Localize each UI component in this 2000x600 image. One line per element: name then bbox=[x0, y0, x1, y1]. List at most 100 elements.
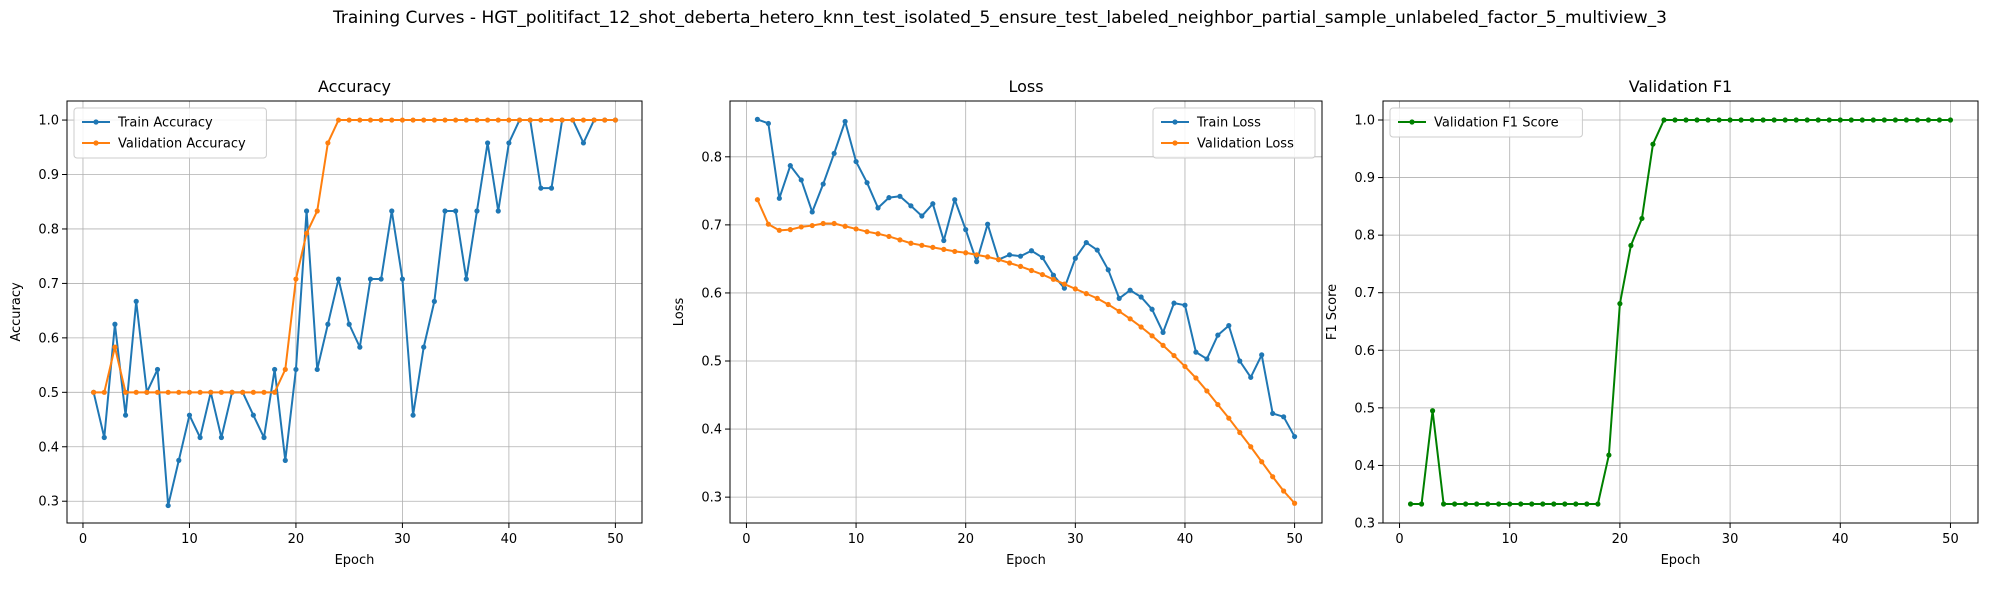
legend-box bbox=[1152, 107, 1316, 159]
data-point-validation-loss bbox=[1050, 276, 1057, 282]
axes-frame bbox=[729, 100, 1323, 524]
data-point-train-loss bbox=[1281, 414, 1287, 420]
data-point-train-accuracy bbox=[272, 366, 278, 373]
data-point-train-loss bbox=[952, 197, 958, 203]
data-point-train-accuracy bbox=[378, 276, 384, 282]
data-point-train-loss bbox=[765, 120, 771, 127]
data-point-validation-f1-score bbox=[1716, 117, 1722, 123]
data-point-validation-accuracy bbox=[154, 389, 161, 395]
data-point-train-accuracy bbox=[197, 434, 203, 441]
y-tick-label: 0.8 bbox=[1354, 229, 1375, 244]
data-point-validation-accuracy bbox=[293, 276, 299, 282]
data-point-train-loss bbox=[985, 221, 991, 227]
data-point-train-loss bbox=[820, 181, 826, 187]
data-point-validation-accuracy bbox=[303, 230, 310, 236]
y-axis-label: F1 Score bbox=[1325, 284, 1340, 340]
legend-marker-validation-accuracy bbox=[93, 140, 99, 146]
data-point-validation-loss bbox=[1017, 263, 1024, 269]
data-point-validation-accuracy bbox=[591, 117, 597, 123]
data-point-validation-f1-score bbox=[1793, 117, 1799, 123]
y-tick-label: 0.9 bbox=[1354, 171, 1375, 186]
data-point-validation-loss bbox=[1149, 333, 1155, 339]
data-point-train-accuracy bbox=[250, 412, 256, 418]
data-point-validation-f1-score bbox=[1705, 117, 1711, 123]
data-point-validation-loss bbox=[941, 246, 947, 252]
y-tick-label: 0.5 bbox=[701, 355, 722, 370]
data-point-validation-f1-score bbox=[1672, 117, 1678, 123]
y-tick-label: 0.3 bbox=[38, 495, 59, 510]
data-point-validation-accuracy bbox=[250, 389, 256, 395]
data-point-validation-loss bbox=[864, 229, 870, 235]
legend: Train Loss Validation Loss bbox=[1152, 107, 1316, 159]
data-point-train-loss bbox=[1270, 410, 1276, 417]
data-point-validation-accuracy bbox=[144, 389, 150, 395]
data-point-train-loss bbox=[974, 259, 980, 265]
data-point-validation-loss bbox=[809, 222, 815, 229]
y-tick-label: 0.4 bbox=[701, 423, 722, 438]
data-point-validation-accuracy bbox=[208, 389, 214, 395]
y-tick-label: 1.0 bbox=[1354, 113, 1375, 128]
x-tick-label: 20 bbox=[288, 532, 305, 547]
y-tick-label: 0.9 bbox=[38, 168, 59, 183]
data-point-validation-accuracy bbox=[314, 208, 320, 214]
data-point-train-loss bbox=[1291, 433, 1298, 440]
data-point-train-accuracy bbox=[165, 502, 171, 509]
data-point-validation-f1-score bbox=[1452, 501, 1458, 507]
data-point-validation-f1-score bbox=[1826, 117, 1832, 123]
data-point-validation-loss bbox=[1028, 267, 1035, 274]
chart-accuracy: 0 10 20 30 40 50 0.3 0.4 0.5 0.6 0.7 0.8 0.9 1.0 Accur… bbox=[9, 77, 643, 568]
data-point-train-loss bbox=[1160, 329, 1166, 336]
data-point-validation-accuracy bbox=[91, 389, 97, 395]
data-point-train-accuracy bbox=[357, 344, 363, 350]
data-point-validation-loss bbox=[1116, 308, 1122, 314]
data-point-validation-accuracy bbox=[431, 117, 437, 123]
data-point-train-accuracy bbox=[325, 321, 331, 327]
data-point-train-loss bbox=[1138, 294, 1144, 300]
data-point-train-loss bbox=[1226, 323, 1232, 329]
data-point-train-accuracy bbox=[463, 276, 469, 282]
legend-label-train-loss: Train Loss bbox=[1196, 116, 1261, 131]
data-point-train-loss bbox=[1259, 352, 1265, 358]
data-point-train-loss bbox=[919, 213, 925, 219]
data-point-validation-f1-score bbox=[1418, 501, 1425, 507]
data-point-train-loss bbox=[941, 237, 947, 244]
data-point-validation-f1-score bbox=[1936, 117, 1943, 123]
data-point-validation-f1-score bbox=[1892, 117, 1898, 123]
data-point-validation-accuracy bbox=[602, 117, 608, 123]
data-point-train-loss bbox=[1072, 255, 1078, 261]
data-point-train-loss bbox=[1028, 248, 1035, 254]
data-point-validation-f1-score bbox=[1870, 117, 1876, 123]
data-point-validation-loss bbox=[1105, 301, 1111, 308]
legend-label-validation-f1-score: Validation F1 Score bbox=[1434, 116, 1559, 131]
x-tick-label: 10 bbox=[848, 532, 865, 547]
x-axis-label: Epoch bbox=[1661, 553, 1701, 568]
data-point-train-accuracy bbox=[261, 434, 267, 441]
data-point-validation-loss bbox=[875, 231, 881, 237]
data-point-validation-loss bbox=[930, 244, 936, 250]
data-point-train-loss bbox=[1006, 252, 1013, 258]
data-point-validation-f1-score bbox=[1496, 501, 1502, 507]
data-point-validation-loss bbox=[1072, 286, 1078, 292]
data-point-validation-accuracy bbox=[378, 117, 384, 123]
x-tick-label: 40 bbox=[1177, 532, 1194, 547]
y-tick-label: 0.6 bbox=[38, 331, 59, 346]
data-point-validation-f1-score bbox=[1947, 117, 1954, 123]
y-axis-label: Accuracy bbox=[9, 282, 24, 342]
data-point-validation-accuracy bbox=[485, 117, 491, 123]
data-point-validation-f1-score bbox=[1859, 117, 1865, 123]
data-point-train-accuracy bbox=[506, 140, 512, 146]
data-point-validation-accuracy bbox=[442, 117, 448, 123]
data-point-validation-accuracy bbox=[335, 117, 342, 123]
data-point-train-accuracy bbox=[186, 412, 193, 418]
data-point-validation-loss bbox=[1171, 352, 1177, 359]
data-point-validation-loss bbox=[1281, 488, 1287, 494]
data-point-validation-loss bbox=[1270, 474, 1276, 480]
data-point-train-loss bbox=[886, 195, 892, 201]
data-point-train-loss bbox=[1061, 285, 1067, 291]
data-point-train-accuracy bbox=[346, 321, 352, 327]
x-tick-label: 10 bbox=[181, 532, 198, 547]
data-point-validation-loss bbox=[985, 254, 991, 260]
data-point-validation-f1-score bbox=[1683, 117, 1689, 123]
data-point-train-loss bbox=[754, 116, 761, 122]
data-point-train-accuracy bbox=[442, 208, 448, 214]
